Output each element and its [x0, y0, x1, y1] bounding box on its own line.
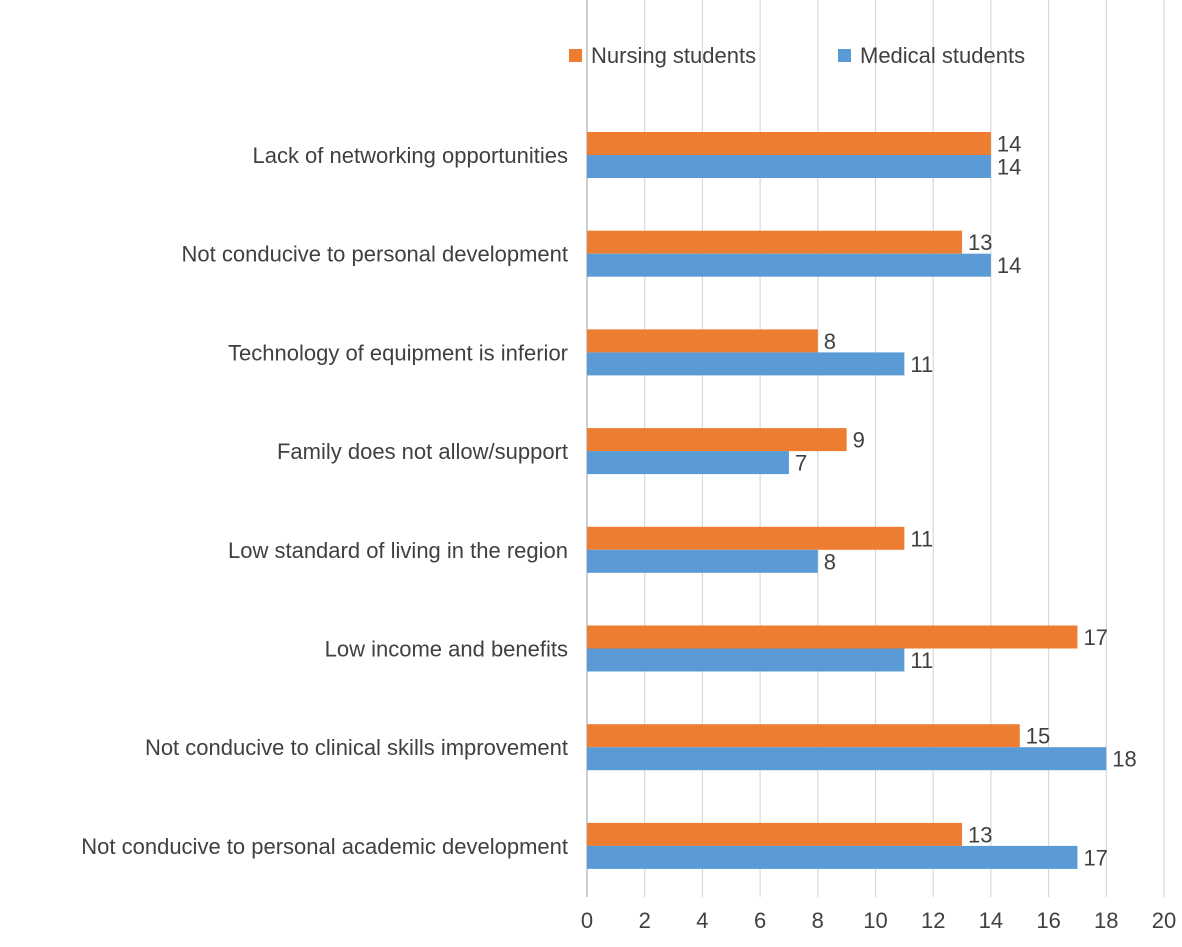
category-label: Not conducive to personal academic devel…: [81, 834, 568, 859]
bar-medical: [587, 648, 905, 672]
category-label: Not conducive to clinical skills improve…: [145, 735, 568, 760]
category-label: Family does not allow/support: [277, 439, 568, 464]
legend-item-nursing: Nursing students: [569, 43, 756, 68]
category-label: Lack of networking opportunities: [252, 143, 568, 168]
x-tick-label: 14: [979, 908, 1003, 933]
bar-nursing: [587, 724, 1020, 748]
data-label: 14: [997, 253, 1021, 278]
legend-swatch: [569, 49, 582, 62]
category-labels: Lack of networking opportunities Not cond…: [81, 143, 568, 859]
x-tick-label: 2: [639, 908, 651, 933]
data-label: 13: [968, 822, 992, 847]
legend-label: Nursing students: [591, 43, 756, 68]
bar-nursing: [587, 822, 963, 846]
data-label: 7: [795, 451, 807, 476]
category-label: Technology of equipment is inferior: [228, 340, 568, 365]
bar-medical: [587, 352, 905, 376]
data-label: 11: [910, 648, 933, 673]
x-tick-label: 20: [1152, 908, 1176, 933]
data-label: 15: [1026, 724, 1050, 749]
data-label: 17: [1083, 845, 1107, 870]
bar-nursing: [587, 625, 1078, 649]
x-tick-label: 10: [863, 908, 887, 933]
bar-medical: [587, 155, 991, 178]
legend-label: Medical students: [860, 43, 1025, 68]
bar-nursing: [587, 230, 963, 254]
x-tick-label: 4: [696, 908, 708, 933]
x-tick-label: 18: [1094, 908, 1118, 933]
data-label: 14: [997, 132, 1021, 157]
bar-medical: [587, 747, 1107, 771]
data-label: 13: [968, 230, 992, 255]
legend: Nursing students Medical students: [569, 43, 1025, 68]
bar-nursing: [587, 329, 818, 353]
x-tick-label: 12: [921, 908, 945, 933]
bar-nursing: [587, 428, 847, 452]
data-label: 11: [910, 526, 933, 551]
x-tick-label: 16: [1036, 908, 1060, 933]
bar-medical: [587, 549, 818, 573]
bars: [587, 132, 1107, 869]
category-label: Not conducive to personal development: [182, 242, 568, 267]
bar-medical: [587, 451, 789, 475]
bar-medical: [587, 845, 1078, 869]
legend-swatch: [838, 49, 851, 62]
bar-nursing: [587, 132, 991, 155]
bar-nursing: [587, 526, 905, 550]
data-label: 17: [1083, 625, 1107, 650]
x-tick-label: 8: [812, 908, 824, 933]
data-label: 8: [824, 549, 836, 574]
legend-item-medical: Medical students: [838, 43, 1025, 68]
category-label: Low standard of living in the region: [228, 538, 568, 563]
x-tick-labels: 0 2 4 6 8 10 12 14 16 18 20: [581, 908, 1176, 933]
data-label: 9: [853, 428, 865, 453]
data-label: 8: [824, 329, 836, 354]
data-label: 14: [997, 155, 1021, 180]
category-label: Low income and benefits: [325, 637, 568, 662]
bar-medical: [587, 253, 991, 277]
data-label: 11: [910, 352, 933, 377]
x-tick-label: 6: [754, 908, 766, 933]
data-label: 18: [1112, 747, 1136, 772]
x-tick-label: 0: [581, 908, 593, 933]
